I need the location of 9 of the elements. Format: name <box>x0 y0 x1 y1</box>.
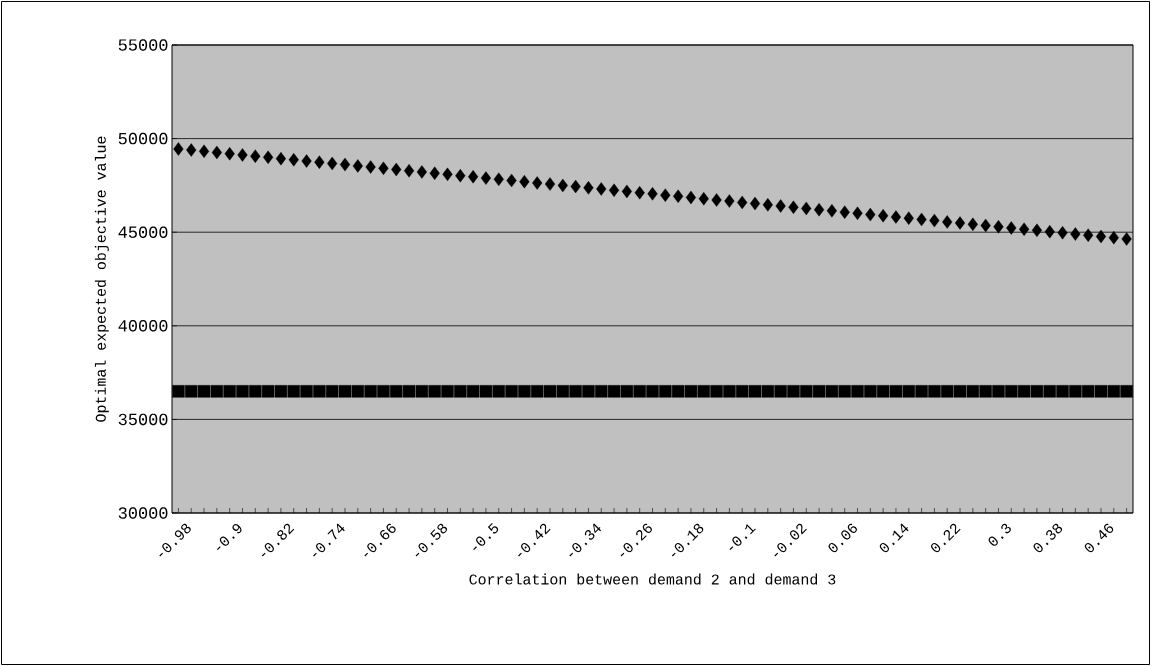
x-axis-title: Correlation between demand 2 and demand 3 <box>469 573 836 585</box>
y-tick-label: 55000 <box>118 39 168 51</box>
y-tick-label: 35000 <box>118 413 168 426</box>
y-tick-label: 50000 <box>118 132 168 145</box>
x-tick-label: 0.3 <box>988 523 1011 546</box>
y-tick-label: 30000 <box>118 507 168 519</box>
y-tick-label: 45000 <box>118 226 168 238</box>
y-axis-title: Optimal expected objective value <box>94 136 109 422</box>
y-tick-label: 40000 <box>118 320 168 332</box>
